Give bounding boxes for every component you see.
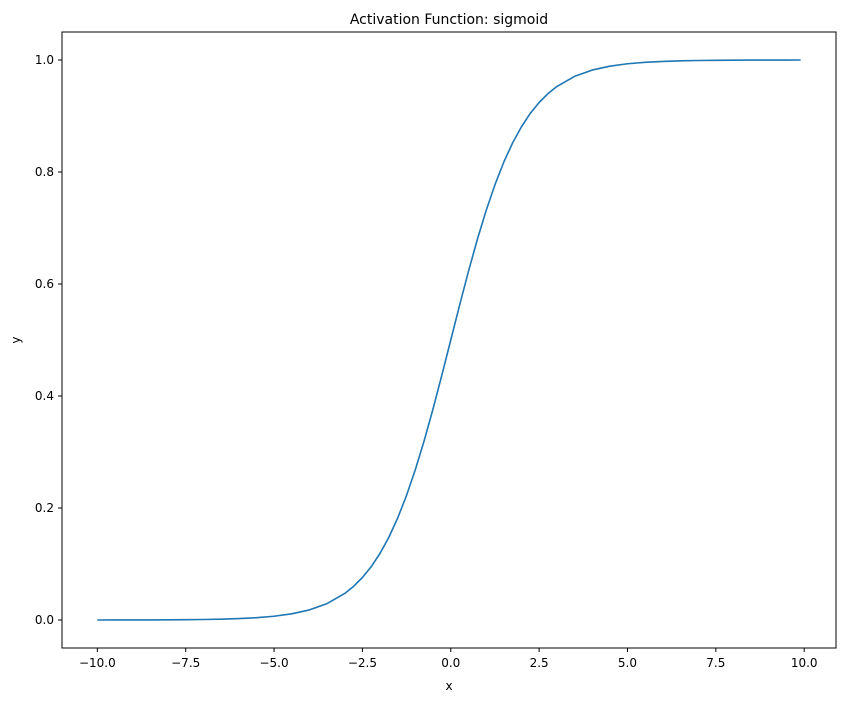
x-tick-label: −5.0: [259, 656, 288, 670]
x-tick-label: 7.5: [706, 656, 725, 670]
y-axis-ticks: 0.0 0.2 0.4 0.6 0.8 1.0: [35, 53, 62, 627]
x-tick-label: 2.5: [530, 656, 549, 670]
x-tick-label: 5.0: [618, 656, 637, 670]
y-tick-label: 0.4: [35, 389, 54, 403]
series-line-0: [97, 59, 801, 621]
x-tick-label: 0.0: [441, 656, 460, 670]
x-tick-label: −10.0: [79, 656, 116, 670]
x-axis-ticks: −10.0 −7.5 −5.0 −2.5 0.0 2.5 5.0 7.5 10.0: [79, 648, 818, 670]
axes-frame: [61, 31, 837, 649]
series-layer: [97, 59, 801, 621]
x-tick-label: −2.5: [348, 656, 377, 670]
y-tick-label: 0.8: [35, 165, 54, 179]
axes-background: [62, 32, 836, 648]
y-tick-label: 0.0: [35, 613, 54, 627]
x-axis-label: x: [445, 679, 452, 693]
y-axis-label: y: [9, 336, 23, 343]
x-tick-label: −7.5: [171, 656, 200, 670]
y-tick-label: 1.0: [35, 53, 54, 67]
y-tick-label: 0.2: [35, 501, 54, 515]
y-tick-label: 0.6: [35, 277, 54, 291]
x-tick-label: 10.0: [791, 656, 818, 670]
plot-area: [61, 31, 837, 649]
chart-title: Activation Function: sigmoid: [350, 12, 548, 28]
